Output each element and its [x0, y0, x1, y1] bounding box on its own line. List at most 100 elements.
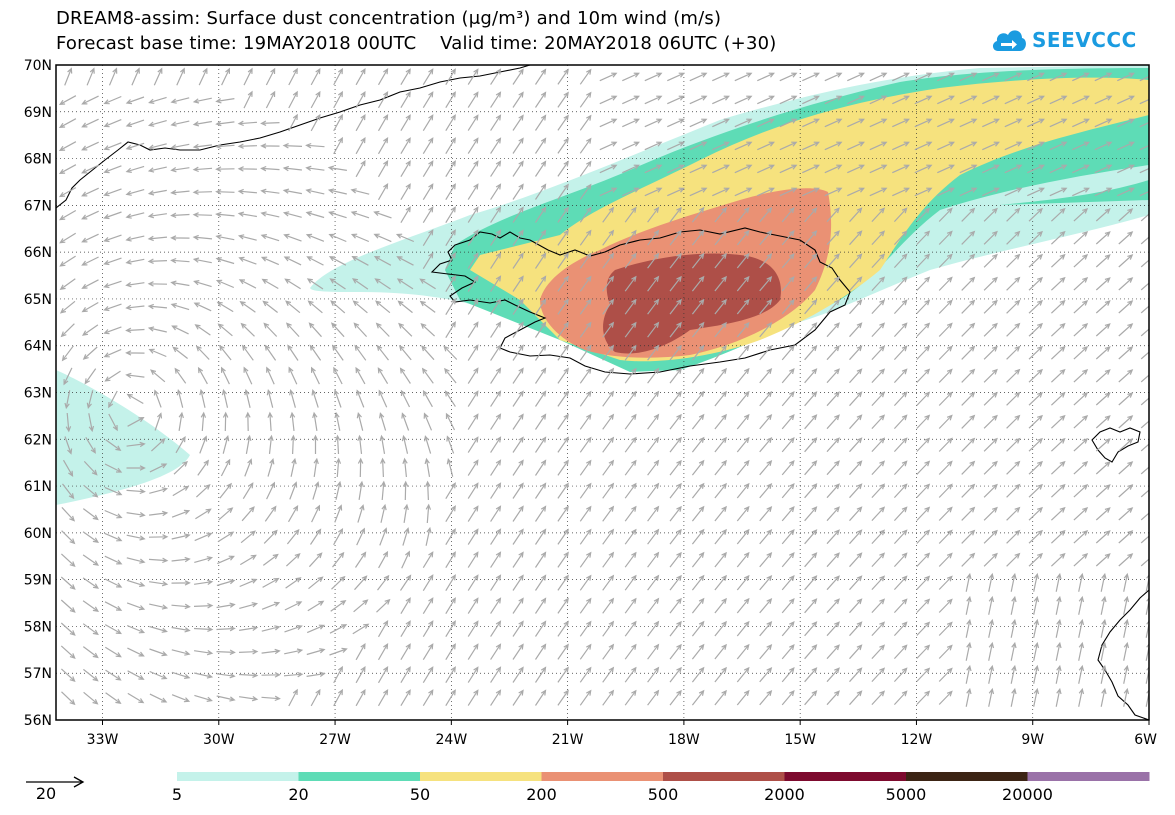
- wind-arrow: [467, 505, 479, 522]
- wind-arrow: [1078, 618, 1085, 638]
- wind-arrow: [61, 691, 76, 706]
- wind-arrow: [916, 667, 931, 682]
- wind-arrow: [174, 367, 187, 384]
- wind-arrow: [669, 298, 682, 315]
- wind-arrow: [104, 486, 123, 496]
- greenland-coast: [56, 65, 531, 209]
- longitude-label: 18W: [668, 732, 700, 748]
- wind-arrow: [893, 414, 908, 430]
- wind-arrow: [147, 281, 168, 287]
- wind-arrow: [938, 529, 953, 544]
- wind-arrow: [1006, 276, 1021, 291]
- wind-arrow: [914, 164, 933, 174]
- wind-arrow: [373, 233, 392, 243]
- wind-arrow: [961, 552, 976, 567]
- wind-arrow: [624, 620, 637, 637]
- wind-arrow: [446, 435, 455, 454]
- wind-arrow: [376, 344, 389, 361]
- wind-arrow: [289, 481, 298, 500]
- wind-arrow: [579, 436, 592, 453]
- wind-arrow: [669, 482, 682, 499]
- wind-arrow: [691, 344, 705, 361]
- wind-arrow: [802, 141, 820, 151]
- wind-arrow: [219, 344, 232, 361]
- wind-arrow: [622, 72, 640, 82]
- wind-arrow: [579, 482, 592, 499]
- wind-arrow: [1145, 597, 1149, 615]
- wind-arrow: [599, 141, 618, 151]
- wind-arrow: [871, 391, 886, 407]
- wind-arrow: [916, 299, 931, 314]
- wind-arrow: [736, 344, 750, 361]
- wind-arrow: [288, 688, 298, 707]
- wind-arrow: [333, 113, 343, 132]
- wind-arrow: [445, 574, 456, 592]
- wind-arrow: [307, 300, 323, 314]
- wind-arrow: [914, 95, 933, 105]
- wind-arrow: [1078, 641, 1085, 661]
- wind-vectors: [58, 67, 1149, 707]
- wind-arrow: [422, 114, 434, 132]
- wind-arrow: [535, 68, 547, 85]
- wind-arrow: [736, 459, 750, 476]
- wind-arrow: [377, 182, 389, 201]
- wind-arrow: [535, 137, 547, 154]
- wind-arrow: [644, 164, 663, 174]
- wind-arrow: [602, 459, 615, 476]
- wind-arrow: [579, 597, 592, 614]
- wind-arrow: [400, 389, 411, 408]
- wind-arrow: [757, 95, 775, 105]
- wind-arrow: [260, 143, 280, 149]
- wind-arrow: [1050, 276, 1066, 291]
- wind-arrow: [667, 164, 685, 174]
- wind-arrow: [1072, 187, 1090, 197]
- wind-arrow: [149, 625, 168, 633]
- latitude-label: 57N: [24, 666, 52, 682]
- wind-arrow: [691, 459, 705, 476]
- wind-arrow: [714, 574, 727, 591]
- wind-arrow: [1140, 213, 1149, 222]
- wind-arrow: [1050, 506, 1066, 521]
- wind-arrow: [759, 345, 773, 361]
- wind-arrow: [425, 480, 431, 501]
- wind-arrow: [938, 644, 953, 659]
- wind-arrow: [267, 411, 273, 432]
- wind-arrow: [262, 577, 280, 588]
- wind-arrow: [535, 183, 547, 200]
- wind-arrow: [445, 528, 456, 546]
- wind-arrow: [667, 95, 685, 105]
- wind-arrow: [916, 621, 931, 636]
- wind-arrow: [150, 369, 166, 383]
- wind-arrow: [849, 299, 863, 315]
- wind-arrow: [60, 323, 75, 338]
- wind-arrow: [81, 118, 99, 128]
- wind-arrow: [871, 414, 886, 430]
- wind-arrow: [644, 187, 663, 197]
- wind-arrow: [467, 528, 479, 545]
- wind-arrow: [938, 207, 953, 222]
- wind-arrow: [60, 599, 76, 613]
- wind-arrow: [669, 229, 682, 246]
- wind-arrow: [81, 95, 99, 105]
- wind-arrow: [916, 322, 931, 337]
- wind-arrow: [1027, 187, 1045, 197]
- wind-arrow: [893, 598, 908, 614]
- wind-arrow: [624, 436, 637, 453]
- wind-arrow: [1050, 437, 1066, 452]
- wind-arrow: [1095, 369, 1111, 383]
- wind-arrow: [1006, 345, 1021, 360]
- wind-arrow: [602, 298, 615, 315]
- wind-arrow: [938, 437, 953, 452]
- wind-arrow: [285, 577, 302, 589]
- wind-arrow: [781, 253, 795, 269]
- wind-arrow: [287, 504, 299, 523]
- wind-arrow: [781, 690, 795, 706]
- wind-arrow: [916, 276, 931, 291]
- wind-arrow: [334, 504, 343, 523]
- wind-arrow: [490, 643, 502, 660]
- wind-arrow: [647, 275, 660, 292]
- wind-arrow: [871, 253, 886, 269]
- wind-arrow: [779, 164, 798, 174]
- wind-arrow: [373, 256, 392, 266]
- wind-arrow: [1100, 572, 1107, 592]
